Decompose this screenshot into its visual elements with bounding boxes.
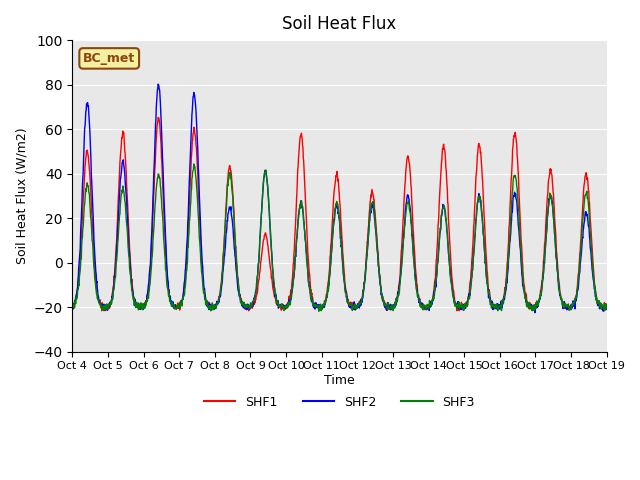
- SHF2: [492, 306, 500, 312]
- SHF3: [190, 161, 198, 167]
- X-axis label: Time: Time: [324, 374, 355, 387]
- Line: SHF1: SHF1: [72, 118, 607, 312]
- SHF2: [422, 303, 430, 309]
- SHF2: [603, 303, 611, 309]
- SHF3: [68, 306, 76, 312]
- SHF1: [603, 304, 611, 310]
- SHF1: [188, 151, 195, 157]
- SHF2: [540, 264, 548, 270]
- SHF1: [600, 309, 607, 314]
- SHF3: [540, 266, 548, 272]
- SHF1: [68, 301, 76, 307]
- SHF2: [531, 310, 539, 315]
- SHF1: [422, 307, 430, 312]
- Y-axis label: Soil Heat Flux (W/m2): Soil Heat Flux (W/m2): [15, 128, 28, 264]
- SHF2: [188, 121, 195, 127]
- Line: SHF2: SHF2: [72, 84, 607, 312]
- SHF2: [154, 81, 162, 87]
- SHF2: [248, 304, 255, 310]
- SHF3: [188, 189, 195, 194]
- SHF3: [248, 302, 255, 308]
- SHF3: [423, 305, 431, 311]
- SHF2: [68, 301, 76, 307]
- Legend: SHF1, SHF2, SHF3: SHF1, SHF2, SHF3: [199, 391, 480, 414]
- SHF1: [492, 304, 500, 310]
- Text: BC_met: BC_met: [83, 52, 135, 65]
- Line: SHF3: SHF3: [72, 164, 607, 311]
- Title: Soil Heat Flux: Soil Heat Flux: [282, 15, 397, 33]
- SHF1: [175, 302, 182, 308]
- SHF3: [315, 308, 323, 314]
- SHF1: [248, 304, 255, 310]
- SHF3: [603, 303, 611, 309]
- SHF1: [154, 115, 162, 120]
- SHF2: [175, 305, 182, 311]
- SHF1: [540, 258, 547, 264]
- SHF3: [493, 301, 500, 307]
- SHF3: [174, 303, 182, 309]
